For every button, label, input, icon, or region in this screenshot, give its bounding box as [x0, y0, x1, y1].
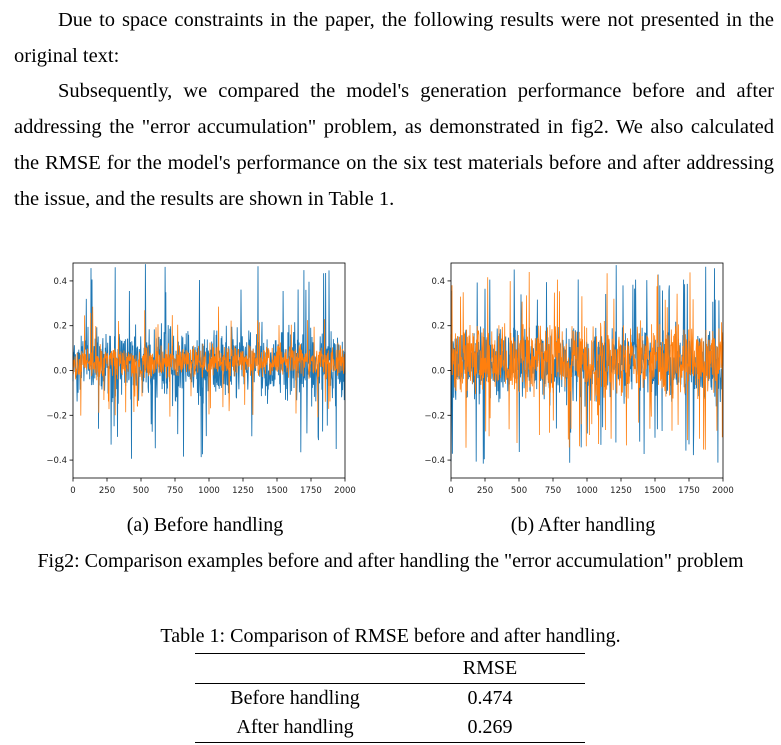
- x-tick-label: 0: [70, 486, 75, 496]
- x-tick-label: 1750: [300, 486, 322, 496]
- x-tick-label: 1250: [232, 486, 254, 496]
- series-line-2: [450, 271, 724, 450]
- figure-caption: Fig2: Comparison examples before and aft…: [37, 550, 744, 572]
- subcaption-b: (b) After handling: [510, 514, 656, 536]
- rmse-table: RMSE Before handling 0.474 After handlin…: [195, 653, 585, 743]
- table-row: After handling 0.269: [195, 713, 585, 743]
- x-tick-label: 250: [477, 486, 493, 496]
- paragraph-2-text: Subsequently, we compared the model's ge…: [14, 80, 774, 210]
- table-cell: 0.474: [467, 687, 513, 709]
- x-tick-label: 1500: [644, 486, 666, 496]
- chart-before-handling: 0 250 500 750 1000 1250 1500 1750 2000 −0.4 −0.2 0.…: [46, 262, 356, 496]
- y-tick-label: −0.2: [46, 411, 67, 421]
- paragraph-1-text: Due to space constraints in the paper, t…: [14, 9, 774, 67]
- x-tick-label: 2000: [712, 486, 734, 496]
- table-cell: After handling: [236, 716, 354, 738]
- x-tick-label: 1750: [678, 486, 700, 496]
- y-tick-label: 0.2: [431, 322, 445, 332]
- table-row: Before handling 0.474: [195, 684, 585, 714]
- x-tick-label: 750: [545, 486, 561, 496]
- paragraph-2: Subsequently, we compared the model's ge…: [14, 73, 774, 217]
- x-tick-label: 750: [167, 486, 183, 496]
- x-tick-label: 1250: [610, 486, 632, 496]
- subcaption-a: (a) Before handling: [126, 514, 284, 536]
- x-tick-label: 0: [448, 486, 453, 496]
- table-cell: 0.269: [467, 716, 513, 738]
- y-tick-label: 0.4: [53, 277, 67, 287]
- chart-after-handling: 0 250 500 750 1000 1250 1500 1750 2000 −0.4 −0.2 0.…: [424, 262, 734, 496]
- x-tick-label: 1000: [198, 486, 220, 496]
- x-tick-label: 500: [511, 486, 527, 496]
- x-tick-label: 250: [99, 486, 115, 496]
- table-header-row: RMSE: [195, 653, 585, 684]
- y-tick-label: −0.2: [424, 411, 445, 421]
- x-tick-label: 1000: [576, 486, 598, 496]
- y-tick-label: −0.4: [46, 456, 67, 466]
- y-tick-label: −0.4: [424, 456, 445, 466]
- table-header-cell: RMSE: [462, 657, 518, 679]
- y-tick-label: 0.0: [53, 367, 67, 377]
- x-tick-label: 2000: [334, 486, 356, 496]
- y-tick-label: 0.4: [431, 277, 445, 287]
- x-tick-label: 1500: [266, 486, 288, 496]
- table-caption: Table 1: Comparison of RMSE before and a…: [160, 625, 621, 647]
- y-tick-label: 0.0: [431, 367, 445, 377]
- paragraph-1: Due to space constraints in the paper, t…: [14, 2, 774, 74]
- series-line-2: [72, 306, 346, 418]
- x-tick-label: 500: [133, 486, 149, 496]
- y-tick-label: 0.2: [53, 322, 67, 332]
- table-cell: Before handling: [230, 687, 360, 709]
- table-header-cell: [195, 654, 395, 684]
